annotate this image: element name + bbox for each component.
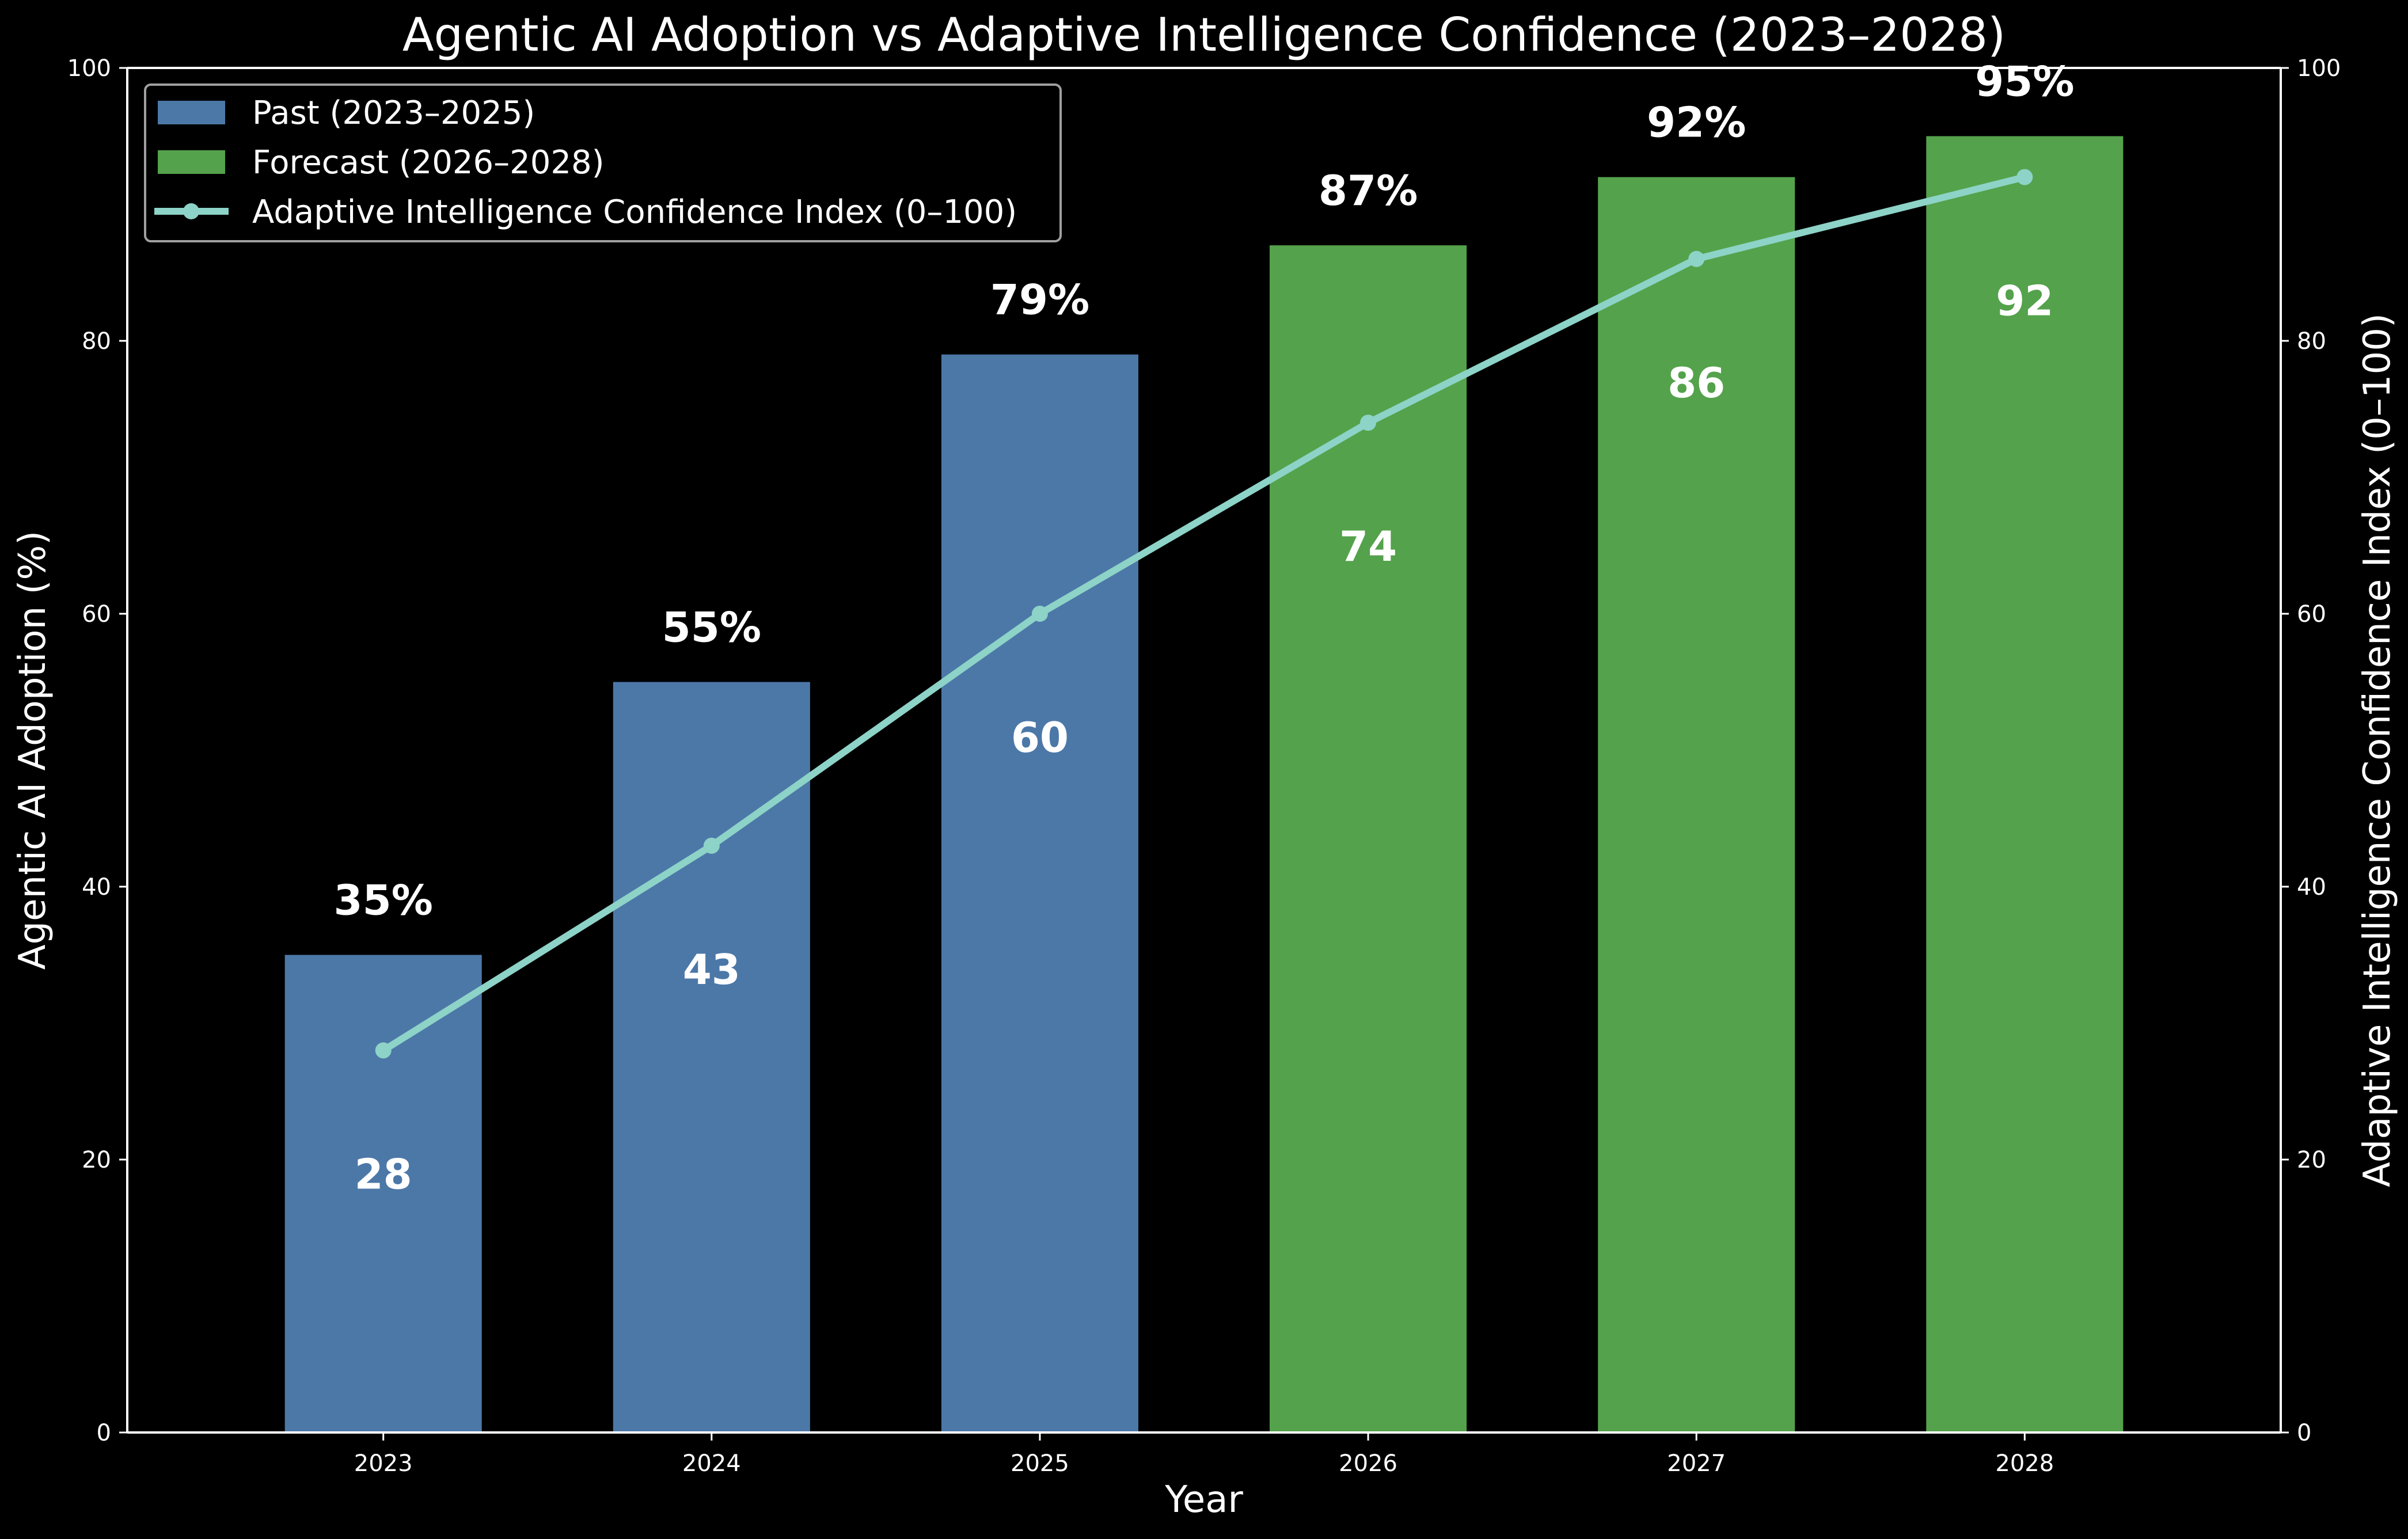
legend-swatch-past: [158, 101, 225, 124]
x-tick-label-2028: 2028: [1995, 1450, 2054, 1477]
y-tick-label-80: 80: [82, 328, 111, 355]
bar-2024: [613, 682, 810, 1432]
confidence-value-label-2024: 43: [683, 945, 740, 994]
legend-label-past: Past (2023–2025): [252, 94, 535, 132]
y-tick-label-60: 60: [82, 601, 111, 628]
x-tick-label-2023: 2023: [354, 1450, 413, 1477]
bar-2023: [284, 955, 482, 1432]
bar-value-label-2027: 92%: [1647, 98, 1746, 147]
y2-tick-label-60: 60: [2297, 601, 2326, 628]
confidence-value-label-2028: 92: [1996, 277, 2053, 325]
y2-tick-label-40: 40: [2297, 874, 2326, 900]
confidence-line: [379, 173, 2029, 1054]
x-tick-label-2025: 2025: [1011, 1450, 1069, 1477]
confidence-point-2028: [2016, 169, 2033, 185]
y2-tick-label-100: 100: [2297, 55, 2341, 82]
confidence-value-label-2026: 74: [1339, 522, 1397, 571]
legend-label-confidence: Adaptive Intelligence Confidence Index (…: [252, 193, 1017, 231]
x-tick-label-2027: 2027: [1667, 1450, 1726, 1477]
bar-value-label-2028: 95%: [1975, 58, 2074, 106]
y2-axis-label: Adaptive Intelligence Confidence Index (…: [2356, 313, 2399, 1187]
bar-2026: [1270, 245, 1467, 1432]
bar-2025: [941, 354, 1138, 1433]
confidence-value-label-2027: 86: [1668, 359, 1725, 407]
legend-frame: [144, 83, 1062, 242]
confidence-point-2023: [375, 1042, 392, 1059]
legend-label-forecast: Forecast (2026–2028): [252, 144, 605, 181]
bars: [284, 136, 2124, 1433]
y-tick-label-20: 20: [82, 1147, 111, 1173]
legend: Past (2023–2025) Forecast (2026–2028) Ad…: [144, 83, 1062, 242]
y-tick-label-0: 0: [97, 1420, 111, 1446]
y-tick-label-40: 40: [82, 874, 111, 900]
chart-title: Agentic AI Adoption vs Adaptive Intellig…: [402, 8, 2006, 62]
bar-value-label-2024: 55%: [662, 603, 761, 652]
legend-swatch-forecast: [158, 150, 225, 174]
confidence-value-label-2025: 60: [1011, 713, 1069, 762]
axis-ticks: 2023 2024 2025 2026 2027 2028 0 20 40 60 80 100 0 20 4…: [67, 55, 2341, 1477]
data-labels: 35% 55% 79% 87% 92% 95% 28 43 60 74 86 92: [334, 58, 2075, 1199]
y2-tick-label-80: 80: [2297, 328, 2326, 355]
x-tick-label-2026: 2026: [1339, 1450, 1397, 1477]
bar-value-label-2026: 87%: [1319, 166, 1418, 215]
confidence-value-label-2023: 28: [355, 1150, 412, 1198]
bar-value-label-2025: 79%: [990, 276, 1089, 324]
y-axis-label: Agentic AI Adoption (%): [12, 531, 54, 970]
confidence-point-2027: [1688, 250, 1705, 267]
bar-value-label-2023: 35%: [334, 876, 433, 925]
bar-2028: [1926, 136, 2124, 1432]
y2-tick-label-0: 0: [2297, 1420, 2311, 1446]
x-axis-label: Year: [1164, 1479, 1243, 1521]
y2-tick-label-20: 20: [2297, 1147, 2326, 1173]
confidence-line-series: [375, 169, 2033, 1059]
legend-marker-confidence: [183, 203, 199, 219]
x-tick-label-2024: 2024: [682, 1450, 741, 1477]
y-tick-label-100: 100: [67, 55, 111, 82]
confidence-point-2026: [1360, 415, 1377, 431]
confidence-point-2024: [703, 837, 720, 854]
confidence-point-2025: [1031, 606, 1048, 622]
bar-2027: [1598, 177, 1795, 1432]
